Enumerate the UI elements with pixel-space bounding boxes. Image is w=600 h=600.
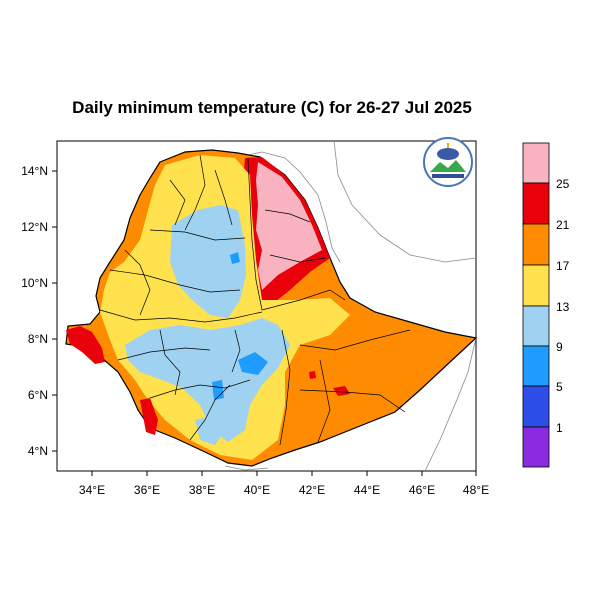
x-tick-label: 42°E	[299, 483, 325, 497]
boundary-line	[261, 289, 346, 311]
southwest-cool-zone	[195, 415, 225, 445]
boundary-line	[264, 209, 311, 223]
x-tick-label: 40°E	[244, 483, 270, 497]
y-axis-labels: 14°N 12°N 10°N 8°N 6°N 4°N	[21, 164, 48, 458]
somalia-coast	[424, 337, 477, 472]
y-tick-label: 14°N	[21, 164, 48, 178]
colorbar-swatch-blue	[522, 345, 550, 387]
x-axis-labels: 34°E 36°E 38°E 40°E 42°E 44°E 46°E 48°E	[79, 483, 489, 497]
colorbar-swatch-purple	[522, 426, 550, 468]
cold-spot-north	[230, 252, 240, 264]
y-tick-label: 8°N	[28, 332, 48, 346]
colorbar: 25 21 17 13 9 5 1	[522, 142, 570, 468]
colorbar-label: 1	[556, 421, 563, 435]
logo-mountain-icon	[430, 160, 466, 172]
somali-red-spot	[309, 371, 316, 379]
map-title: Daily minimum temperature (C) for 26-27 …	[72, 98, 472, 117]
boundary-line	[99, 309, 263, 323]
boundary-line	[117, 347, 211, 361]
cold-spot-south	[212, 380, 224, 400]
southwest-red-zone	[140, 398, 158, 435]
neighbor-borders	[224, 140, 477, 472]
afar-pink-zone	[256, 162, 322, 290]
boundary-line	[169, 179, 186, 226]
colorbar-swatch-pink	[522, 142, 550, 184]
boundary-line	[184, 154, 206, 231]
boundary-line	[214, 169, 233, 226]
x-axis-ticks	[91, 471, 477, 476]
colorbar-swatch-darkblue	[522, 385, 550, 428]
plot-area: 34°E 36°E 38°E 40°E 42°E 44°E 46°E 48°E …	[21, 137, 489, 497]
eritrea-coast-east	[333, 140, 477, 263]
boundary-line	[109, 269, 241, 293]
x-tick-label: 46°E	[409, 483, 435, 497]
y-tick-label: 10°N	[21, 276, 48, 290]
logo-banner	[432, 174, 464, 178]
boundary-line	[247, 157, 263, 311]
boundary-line	[189, 384, 231, 441]
admin-boundaries	[99, 154, 411, 446]
y-tick-label: 4°N	[28, 444, 48, 458]
boundary-line	[317, 359, 331, 443]
boundary-line	[269, 254, 326, 263]
logo-cloud-icon	[437, 148, 459, 160]
boundary-line	[231, 329, 241, 373]
colorbar-swatch-lightblue	[522, 305, 550, 347]
y-tick-label: 12°N	[21, 220, 48, 234]
x-tick-label: 44°E	[354, 483, 380, 497]
boundary-line	[279, 329, 291, 446]
ethiopian-meteorology-institute-logo	[423, 137, 473, 187]
boundary-line	[299, 389, 406, 413]
x-tick-label: 36°E	[134, 483, 160, 497]
colorbar-swatch-yellow	[522, 264, 550, 307]
x-tick-label: 48°E	[463, 483, 489, 497]
boundary-line	[299, 329, 411, 351]
colorbar-label: 9	[556, 340, 563, 354]
y-tick-label: 6°N	[28, 388, 48, 402]
colorbar-swatch-red	[522, 182, 550, 225]
colorbar-label: 25	[556, 177, 570, 191]
central-cool-zone	[125, 318, 290, 442]
x-tick-label: 34°E	[79, 483, 105, 497]
boundary-line	[149, 229, 246, 241]
southeast-red-spot	[333, 386, 350, 396]
y-axis-ticks	[52, 170, 57, 452]
boundary-line	[159, 329, 181, 396]
boundary-line	[124, 249, 151, 316]
red-sea-coast	[247, 151, 341, 263]
x-tick-label: 38°E	[189, 483, 215, 497]
colorbar-label: 17	[556, 259, 570, 273]
colorbar-label: 5	[556, 380, 563, 394]
gambela-red-zone	[66, 326, 105, 364]
colorbar-label: 13	[556, 300, 570, 314]
colorbar-label: 21	[556, 218, 570, 232]
cold-spot-central	[238, 352, 268, 375]
boundary-line	[149, 379, 251, 399]
kenya-border	[224, 465, 269, 471]
colorbar-swatch-orange	[522, 223, 550, 266]
